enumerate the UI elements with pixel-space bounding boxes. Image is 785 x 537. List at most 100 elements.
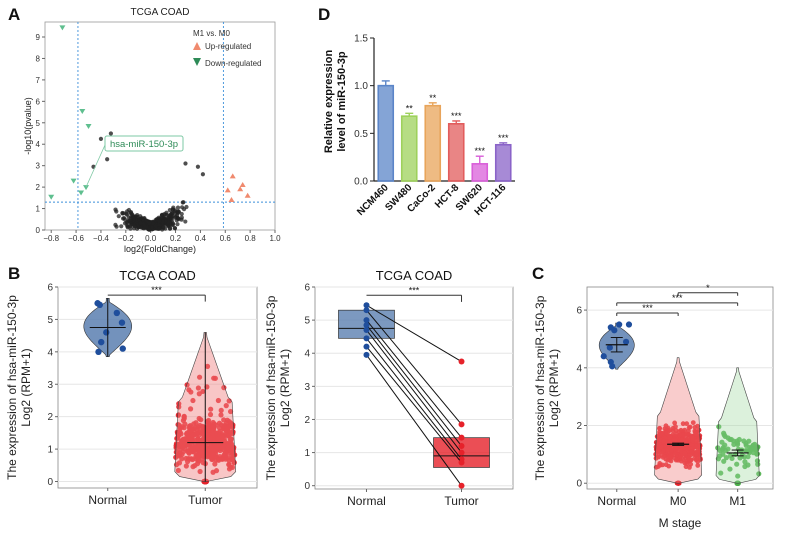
tumor-point — [196, 374, 203, 380]
tumor-point — [222, 452, 228, 459]
normal-point — [363, 322, 370, 329]
panel-b-violin: 0 1 2 3 4 5 6 TCGA COAD The expression of hsa-mi… — [5, 268, 258, 507]
x-tick-label: 0.8 — [245, 234, 257, 243]
m0-point — [672, 420, 678, 426]
pair-line — [366, 324, 462, 447]
significance-label: *** — [451, 111, 462, 121]
m0-point — [656, 454, 662, 460]
m0-point — [693, 431, 699, 437]
annotation-box — [104, 135, 184, 152]
pair-line — [366, 309, 462, 425]
y-tick-label: 4 — [47, 347, 53, 358]
pair-line — [366, 329, 462, 453]
m0-point — [686, 425, 692, 431]
ns-point — [161, 225, 166, 231]
m1-point — [721, 458, 727, 464]
normal-point — [363, 317, 370, 324]
m0-point — [684, 431, 690, 437]
m0-point — [663, 430, 669, 436]
ns-point — [175, 205, 181, 210]
ns-point — [153, 218, 158, 223]
m0-point — [667, 434, 673, 440]
tumor-point — [227, 435, 233, 442]
normal-point — [363, 327, 370, 334]
ns-point — [166, 213, 171, 218]
tumor-point — [208, 443, 214, 449]
pair-line — [366, 346, 462, 463]
y-tick-label: 2 — [304, 415, 310, 426]
legend-title: M1 vs. M0 — [193, 29, 230, 38]
ns-point — [138, 220, 143, 226]
tumor-point — [226, 419, 232, 425]
up-point — [229, 173, 236, 179]
x-tick-label: 1.0 — [269, 234, 281, 243]
m0-point — [684, 421, 690, 427]
significance-label: ** — [429, 93, 437, 103]
ns-point — [120, 210, 125, 216]
x-tick-label: Normal — [88, 493, 127, 507]
m1-point — [756, 471, 762, 477]
down-point — [83, 185, 90, 191]
ns-point — [183, 161, 188, 166]
tumor-point — [227, 408, 234, 415]
pair-line — [366, 319, 462, 438]
m0-point — [694, 444, 699, 450]
y-axis-label: Relative expression — [323, 50, 335, 154]
tumor-point — [183, 463, 189, 469]
tumor-point — [210, 451, 216, 458]
significance-label: *** — [409, 285, 420, 295]
tumor-point — [190, 432, 196, 438]
tumor-point — [212, 375, 218, 381]
y-tick-label: 0 — [576, 479, 582, 490]
tumor-point — [458, 442, 465, 449]
tumor-point — [198, 417, 204, 423]
tumor-point — [187, 406, 194, 412]
y-tick-label: 2 — [47, 412, 53, 423]
tumor-point — [230, 424, 236, 430]
m1-point — [744, 448, 750, 454]
y-tick-label: 0 — [304, 481, 310, 492]
tumor-point — [197, 427, 203, 433]
y-axis-label: -log10(pvalue) — [23, 97, 33, 155]
tumor-point — [219, 434, 225, 440]
x-tick-label: −0.2 — [118, 234, 134, 243]
y-tick-label: 6 — [304, 283, 310, 294]
x-tick-label: −0.4 — [93, 234, 109, 243]
m0-point — [678, 458, 684, 464]
y-tick-label: 8 — [36, 54, 41, 63]
tumor-point — [458, 434, 465, 441]
y-tick-label: 1.0 — [354, 81, 368, 92]
y-axis-label-2: Log2 (RPM+1) — [19, 348, 33, 426]
x-tick-label: 0.6 — [220, 234, 232, 243]
y-tick-label: 1 — [304, 448, 310, 459]
panel-a-volcano: TCGA COAD −0.8 −0.6 −0.4 −0.2 0.0 0.2 0.4 0.6 0.8… — [23, 7, 281, 254]
significance-label: ** — [406, 103, 414, 113]
m0-point — [682, 450, 688, 456]
m0-point — [673, 457, 679, 463]
m0-point — [661, 438, 667, 444]
y-tick-label: 6 — [576, 306, 582, 317]
tumor-point — [200, 445, 206, 451]
tumor-point — [216, 456, 222, 462]
m0-point — [679, 437, 685, 443]
m0-point — [656, 441, 662, 447]
ns-point — [124, 211, 129, 216]
pair-line — [366, 304, 462, 362]
y-tick-label: 7 — [36, 76, 41, 85]
m0-point — [662, 426, 668, 432]
tumor-point — [190, 397, 196, 404]
tumor-point — [175, 412, 181, 418]
tumor-point — [197, 468, 203, 475]
ns-point — [172, 225, 178, 231]
ns-point — [113, 222, 118, 227]
ns-point — [167, 208, 172, 213]
y-tick-label: 1 — [36, 205, 41, 214]
normal-point — [103, 329, 110, 336]
ns-point — [171, 205, 176, 210]
tumor-point — [192, 462, 198, 469]
m1-point — [717, 448, 723, 454]
m0-point — [683, 435, 688, 440]
down-point — [59, 25, 66, 31]
tumor-point — [178, 431, 184, 437]
tumor-point — [184, 430, 190, 436]
